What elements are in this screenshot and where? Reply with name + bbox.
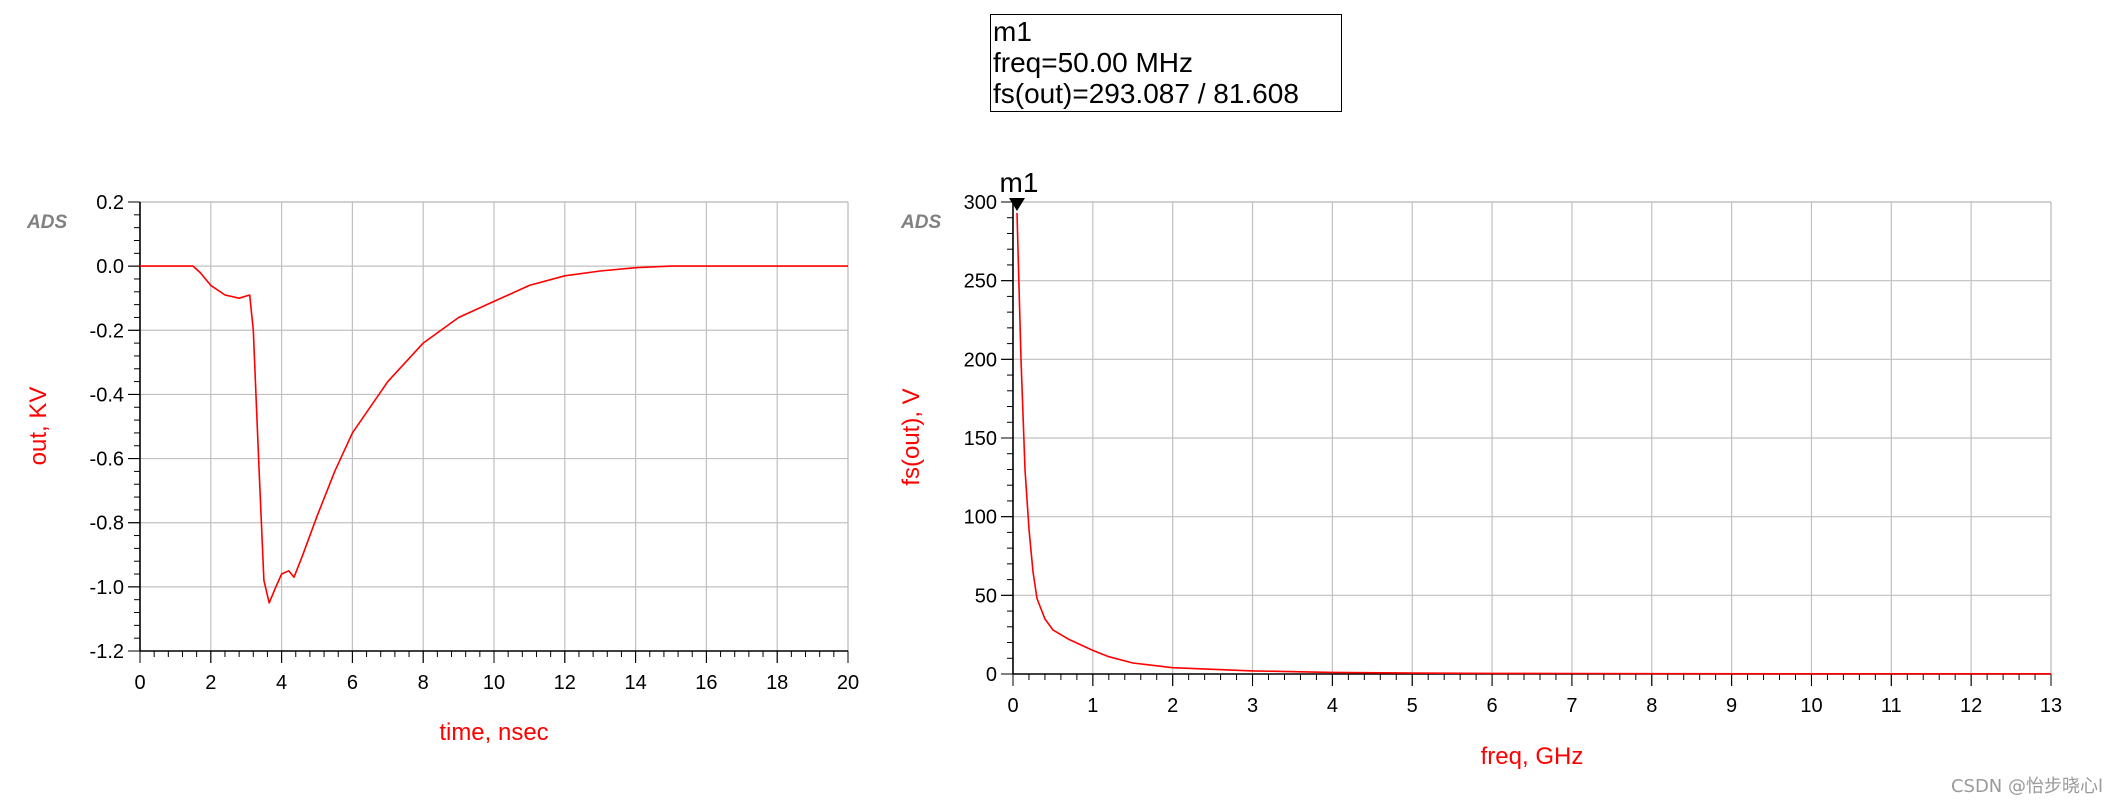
x-tick-label: 20 [837, 672, 859, 694]
y-tick-label: -0.6 [90, 449, 124, 471]
x-tick-label: 16 [695, 672, 717, 694]
ads-logo: ADS [26, 212, 67, 233]
marker-label: m1 [1000, 167, 1039, 198]
x-tick-label: 2 [205, 672, 216, 694]
series-line [140, 265, 848, 604]
x-tick-label: 12 [1960, 695, 1982, 717]
x-tick-label: 0 [1007, 695, 1018, 717]
x-axis-label: time, nsec [439, 719, 548, 746]
y-tick-label: 150 [964, 428, 997, 450]
y-tick-label: -0.2 [90, 320, 124, 342]
x-tick-label: 4 [1327, 695, 1338, 717]
x-tick-label: 18 [766, 672, 788, 694]
y-tick-label: 50 [975, 585, 997, 607]
y-tick-label: 100 [964, 507, 997, 529]
y-tick-label: -0.4 [90, 384, 124, 406]
y-tick-label: 0 [986, 664, 997, 686]
y-tick-label: 0.2 [96, 192, 124, 214]
x-tick-label: 8 [418, 672, 429, 694]
y-tick-label: 250 [964, 271, 997, 293]
x-tick-label: 13 [2040, 695, 2062, 717]
x-tick-label: 14 [624, 672, 646, 694]
x-tick-label: 7 [1566, 695, 1577, 717]
y-tick-label: -0.8 [90, 513, 124, 535]
x-tick-label: 10 [483, 672, 505, 694]
y-axis-label: out, KV [25, 387, 52, 466]
marker-readout-box: m1 freq=50.00 MHz fs(out)=293.087 / 81.6… [990, 14, 1342, 112]
time-domain-chart: 0 2 4 6 8 10 12 14 16 18 20 0.2 0.0 -0.2 -0.4 -0.6 -0.8 -… [25, 192, 859, 746]
x-tick-label: 2 [1167, 695, 1178, 717]
frequency-domain-chart: 0 1 2 3 4 5 6 7 8 9 10 11 12 13050100150200250300freq… [898, 167, 2062, 770]
marker-triangle [1008, 198, 1025, 211]
series-line [1016, 212, 2051, 675]
x-axis-label: freq, GHz [1481, 743, 1584, 770]
x-tick-label: 6 [1487, 695, 1498, 717]
y-tick-label: 200 [964, 349, 997, 371]
x-tick-label: 1 [1087, 695, 1098, 717]
marker-freq: freq=50.00 MHz [993, 47, 1193, 78]
x-tick-label: 5 [1407, 695, 1418, 717]
y-tick-label: -1.0 [90, 577, 124, 599]
y-tick-label: -1.2 [90, 641, 124, 663]
y-axis-label: fs(out), V [898, 388, 925, 485]
watermark: CSDN @怡步晓心l [1950, 776, 2103, 797]
ads-logo: ADS [900, 212, 941, 233]
x-tick-label: 11 [1881, 695, 1902, 717]
x-tick-label: 0 [134, 672, 145, 694]
marker-value: fs(out)=293.087 / 81.608 [993, 78, 1299, 109]
x-tick-label: 6 [347, 672, 358, 694]
y-tick-label: 0.0 [96, 256, 124, 278]
x-tick-label: 12 [554, 672, 576, 694]
x-tick-label: 10 [1800, 695, 1822, 717]
x-tick-label: 4 [276, 672, 287, 694]
x-tick-label: 3 [1247, 695, 1258, 717]
marker-name: m1 [993, 16, 1032, 47]
y-tick-label: 300 [964, 192, 997, 214]
x-tick-label: 9 [1726, 695, 1737, 717]
x-tick-label: 8 [1646, 695, 1657, 717]
